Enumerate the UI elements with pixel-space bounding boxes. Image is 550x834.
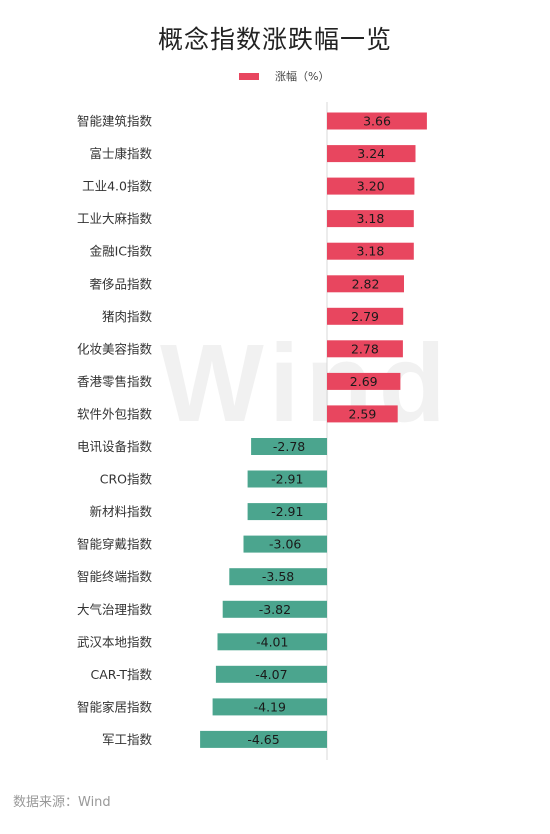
- category-label: 智能穿戴指数: [77, 537, 153, 552]
- category-label: 工业4.0指数: [82, 179, 152, 194]
- data-label: -3.06: [269, 537, 301, 552]
- bar: [247, 503, 327, 521]
- category-label: 电讯设备指数: [77, 439, 153, 454]
- bar: [247, 470, 327, 488]
- bar: [327, 307, 404, 325]
- bar: [327, 242, 414, 260]
- category-label: 工业大麻指数: [77, 211, 153, 226]
- data-label: -2.91: [271, 504, 303, 519]
- bar: [327, 112, 427, 130]
- category-label: CAR-T指数: [91, 667, 153, 682]
- data-label: 2.69: [350, 374, 378, 389]
- legend-swatch: [239, 72, 259, 80]
- category-label: 奢侈品指数: [89, 276, 152, 291]
- data-label: -3.58: [262, 569, 294, 584]
- legend-label: 涨幅（%）: [275, 70, 330, 83]
- bar: [327, 372, 401, 390]
- bar: [217, 633, 327, 651]
- data-label: 2.78: [351, 341, 379, 356]
- bar: [229, 568, 327, 586]
- category-label: 军工指数: [102, 732, 153, 747]
- category-label: 富士康指数: [89, 146, 152, 161]
- bar: [222, 600, 327, 618]
- bar: [212, 698, 327, 716]
- category-label: CRO指数: [100, 472, 153, 487]
- category-label: 智能家居指数: [77, 699, 153, 714]
- data-source-note: 数据来源：Wind: [13, 795, 111, 810]
- data-label: 3.18: [356, 211, 384, 226]
- data-label: 3.20: [357, 179, 385, 194]
- data-label: 2.79: [351, 309, 379, 324]
- bar: [251, 438, 327, 455]
- data-label: -2.91: [271, 472, 303, 487]
- category-label: 软件外包指数: [77, 406, 153, 421]
- category-label: 金融IC指数: [90, 244, 153, 259]
- bar: [327, 210, 414, 228]
- bar: [327, 145, 416, 163]
- data-label: -4.07: [255, 667, 287, 682]
- data-label: -4.65: [247, 732, 279, 747]
- data-label: 3.24: [357, 146, 385, 161]
- bar: [327, 177, 415, 195]
- bar: [243, 535, 327, 553]
- category-label: 大气治理指数: [77, 602, 153, 617]
- category-label: 智能建筑指数: [77, 114, 153, 129]
- data-label: 2.59: [348, 406, 376, 421]
- data-label: 3.18: [356, 244, 384, 259]
- bar: [327, 405, 398, 423]
- category-label: 化妆美容指数: [77, 341, 153, 356]
- bar: [215, 665, 327, 683]
- data-label: 2.82: [352, 276, 380, 291]
- category-label: 香港零售指数: [77, 374, 153, 389]
- chart-title: 概念指数涨跌幅一览: [157, 25, 392, 54]
- category-label: 猪肉指数: [102, 309, 153, 324]
- bar: [327, 340, 403, 358]
- bar: [200, 730, 327, 748]
- bar: [327, 275, 404, 293]
- data-label: -4.19: [254, 699, 286, 714]
- data-label: -4.01: [256, 634, 288, 649]
- data-label: 3.66: [363, 114, 391, 129]
- category-label: 武汉本地指数: [77, 634, 153, 649]
- data-label: -2.78: [273, 439, 305, 454]
- category-label: 智能终端指数: [77, 569, 153, 584]
- data-label: -3.82: [259, 602, 291, 617]
- category-label: 新材料指数: [89, 504, 152, 519]
- legend: 涨幅（%）: [239, 68, 329, 84]
